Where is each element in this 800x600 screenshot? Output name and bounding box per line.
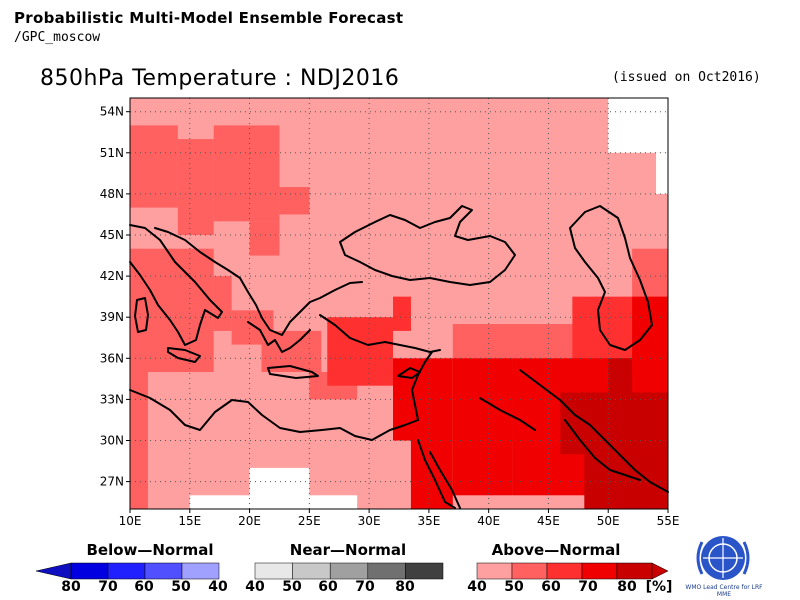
lat-tick-label: 42N <box>100 269 124 283</box>
legend-below-swatch <box>144 562 183 580</box>
lat-tick-label: 54N <box>100 105 124 119</box>
legend-above-title: Above—Normal <box>491 541 621 559</box>
probability-cell-21 <box>560 392 668 455</box>
legend-below-50: 50 <box>171 579 191 595</box>
legend-near-swatch <box>254 562 293 580</box>
lon-tick-label: 15E <box>178 514 201 528</box>
legend-below-swatch <box>181 562 220 580</box>
lon-tick-label: 35E <box>417 514 440 528</box>
legend-above-swatch <box>511 562 548 580</box>
lon-tick-label: 25E <box>298 514 321 528</box>
probability-cell-24 <box>632 324 668 372</box>
lat-tick-label: 36N <box>100 351 124 365</box>
header-subtitle: /GPC_moscow <box>14 30 101 45</box>
probability-cell-23 <box>584 454 668 509</box>
probability-cell-1 <box>177 139 214 235</box>
probability-cell-8 <box>261 330 322 372</box>
legend-below-arrow <box>35 562 72 580</box>
probability-cell-22 <box>608 358 633 393</box>
legend-above-80: 80 <box>617 579 637 595</box>
lon-tick-label: 10E <box>119 514 142 528</box>
lon-tick-label: 30E <box>358 514 381 528</box>
probability-cell-4 <box>249 221 280 256</box>
probability-cell-6 <box>213 276 232 331</box>
lat-tick-label: 48N <box>100 187 124 201</box>
legend-unit: [%] <box>645 579 673 595</box>
lon-tick-label: 50E <box>597 514 620 528</box>
probability-cell-26 <box>608 98 668 153</box>
legend-near-50: 50 <box>282 579 302 595</box>
coastlines <box>129 205 669 509</box>
probability-cells <box>130 98 668 509</box>
legend-below-swatch <box>107 562 146 580</box>
probability-cell-30 <box>309 495 358 509</box>
probability-cell-2 <box>213 125 280 222</box>
legend-above-50: 50 <box>504 579 524 595</box>
legend-below-80: 80 <box>61 579 81 595</box>
probability-cell-16 <box>393 358 453 441</box>
lat-tick-label: 45N <box>100 228 124 242</box>
legend-below-70: 70 <box>98 579 118 595</box>
lat-tick-label: 30N <box>100 434 124 448</box>
probability-cell-29 <box>189 495 250 509</box>
legend-above-arrow <box>651 562 669 580</box>
probability-cell-3 <box>279 187 310 215</box>
legend-below-swatch <box>70 562 109 580</box>
logo-caption: WMO Lead Centre for LRF MME <box>685 584 763 598</box>
legend-near-swatch <box>405 562 444 580</box>
lat-tick-label: 27N <box>100 475 124 489</box>
wmo-logo-icon <box>696 536 750 580</box>
legend-above-40: 40 <box>467 579 487 595</box>
legend-near-swatch <box>329 562 369 580</box>
legend-bars <box>35 562 669 580</box>
legend-near-80: 80 <box>395 579 415 595</box>
legend-below-40: 40 <box>208 579 228 595</box>
legend-near-60: 60 <box>318 579 338 595</box>
probability-cell-10 <box>130 372 148 509</box>
legend-above-swatch <box>581 562 618 580</box>
lat-tick-label: 39N <box>100 310 124 324</box>
legend-near-title: Near—Normal <box>289 541 407 559</box>
probability-cell-15 <box>393 296 411 331</box>
lon-tick-label: 20E <box>238 514 261 528</box>
legend-above-swatch <box>546 562 583 580</box>
lat-tick-label: 51N <box>100 146 124 160</box>
latitude-ticks: 54N 51N 48N 45N 42N 39N 36N 33N 30N 27N <box>100 105 130 489</box>
legend-above-70: 70 <box>578 579 598 595</box>
lon-tick-label: 45E <box>537 514 560 528</box>
header-title: Probabilistic Multi-Model Ensemble Forec… <box>14 9 404 27</box>
probability-cell-27 <box>656 152 668 194</box>
map-frame <box>129 97 669 510</box>
legend-near-70: 70 <box>355 579 375 595</box>
probability-cell-0 <box>130 125 178 208</box>
probability-cell-17 <box>452 358 513 496</box>
legend-near-swatch <box>292 562 331 580</box>
legend-below-title: Below—Normal <box>86 541 214 559</box>
lon-tick-label: 40E <box>477 514 500 528</box>
lat-tick-label: 33N <box>100 392 124 406</box>
issued-date: (issued on Oct2016) <box>612 70 761 85</box>
map-title: 850hPa Temperature : NDJ2016 <box>40 66 400 91</box>
legend-above-swatch <box>616 562 653 580</box>
legend-above-swatch <box>476 562 513 580</box>
lon-tick-label: 55E <box>657 514 680 528</box>
legend-near-40: 40 <box>245 579 265 595</box>
probability-cell-13 <box>632 248 668 297</box>
probability-cell-5 <box>130 248 214 372</box>
legend-below-60: 60 <box>134 579 154 595</box>
legend-above-60: 60 <box>541 579 561 595</box>
probability-cell-28 <box>249 467 310 509</box>
longitude-ticks: 10E 15E 20E 25E 30E 35E 40E 45E 50E 55E <box>119 509 680 528</box>
legend-near-swatch <box>367 562 406 580</box>
